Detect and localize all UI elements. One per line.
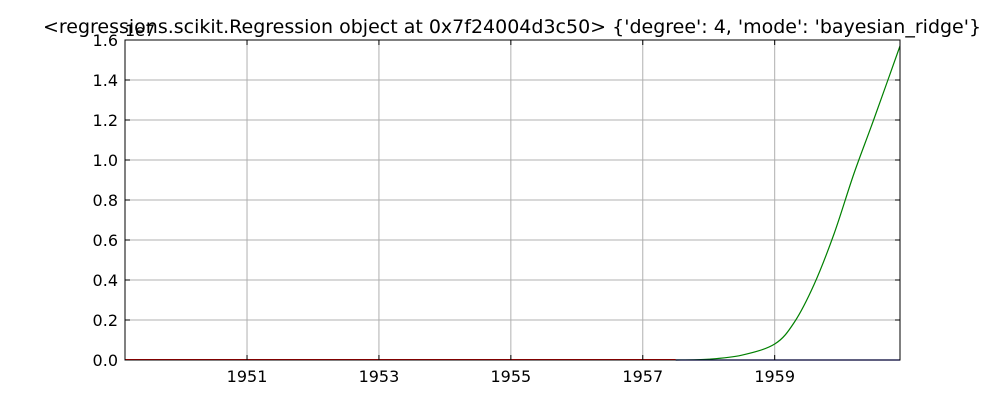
y-tick-label: 0.4: [93, 271, 118, 290]
y-tick-label: 0.2: [93, 311, 118, 330]
tick-labels: 1951 1953 1955 1957 1959 0.0 0.2 0.4 0.6 0.8 1.0 1.…: [93, 31, 795, 386]
x-tick-label: 1951: [227, 367, 268, 386]
y-tick-label: 0.8: [93, 191, 118, 210]
grid: [125, 40, 900, 360]
y-tick-label: 1.0: [93, 151, 118, 170]
y-tick-label: 1.2: [93, 111, 118, 130]
y-tick-label: 0.0: [93, 351, 118, 370]
x-tick-label: 1957: [622, 367, 663, 386]
x-tick-label: 1955: [490, 367, 531, 386]
x-tick-label: 1959: [754, 367, 795, 386]
y-offset-label: 1e7: [125, 21, 155, 40]
y-tick-label: 1.6: [93, 31, 118, 50]
chart-title: <regressions.scikit.Regression object at…: [43, 16, 981, 38]
y-tick-label: 1.4: [93, 71, 118, 90]
series-line-0: [675, 45, 901, 361]
y-tick-label: 0.6: [93, 231, 118, 250]
ticks: [125, 39, 900, 361]
x-tick-label: 1953: [359, 367, 400, 386]
